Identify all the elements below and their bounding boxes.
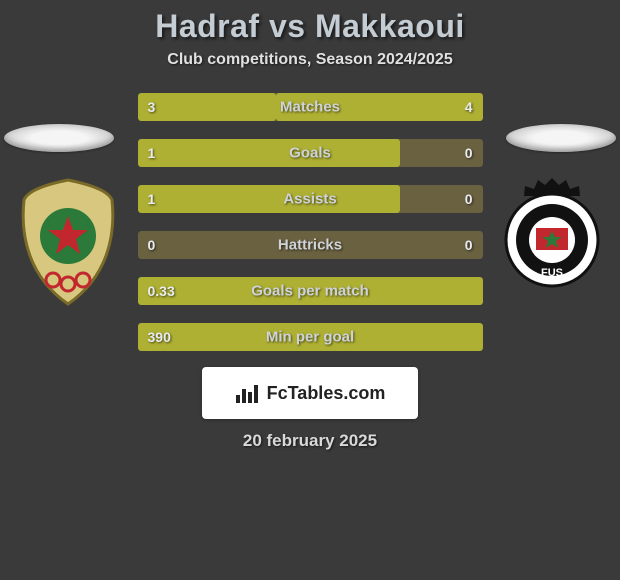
stat-label: Assists bbox=[283, 191, 336, 208]
stats-list: 3 4 Matches 1 0 Goals 1 0 Assists 0 0 Hattricks 0.33… bbox=[138, 93, 483, 351]
branding-badge[interactable]: FcTables.com bbox=[202, 367, 418, 419]
stat-value-left: 3 bbox=[148, 99, 156, 115]
stat-label: Matches bbox=[280, 99, 340, 116]
footer-date: 20 february 2025 bbox=[243, 431, 377, 451]
stat-value-left: 0 bbox=[148, 237, 156, 253]
player-left-oval bbox=[4, 124, 114, 152]
page-title: Hadraf vs Makkaoui bbox=[155, 8, 465, 45]
branding-text: FcTables.com bbox=[267, 383, 386, 404]
club-crest-left bbox=[18, 178, 118, 308]
player-right-oval bbox=[506, 124, 616, 152]
badge-icon: FUS bbox=[502, 178, 602, 288]
stat-bar-left bbox=[138, 139, 400, 167]
stat-value-left: 1 bbox=[148, 145, 156, 161]
page-subtitle: Club competitions, Season 2024/2025 bbox=[167, 51, 452, 69]
stat-value-left: 0.33 bbox=[148, 283, 175, 299]
stat-row: 0 0 Hattricks bbox=[138, 231, 483, 259]
stat-bar-left bbox=[138, 185, 400, 213]
stat-value-right: 0 bbox=[465, 191, 473, 207]
shield-icon bbox=[18, 178, 118, 308]
stat-row: 1 0 Assists bbox=[138, 185, 483, 213]
stat-label: Hattricks bbox=[278, 237, 342, 254]
stat-value-right: 0 bbox=[465, 237, 473, 253]
stat-label: Goals bbox=[289, 145, 331, 162]
stat-value-right: 4 bbox=[465, 99, 473, 115]
stat-row: 0.33 Goals per match bbox=[138, 277, 483, 305]
stat-value-right: 0 bbox=[465, 145, 473, 161]
comparison-card: Hadraf vs Makkaoui Club competitions, Se… bbox=[0, 0, 620, 580]
stat-row: 1 0 Goals bbox=[138, 139, 483, 167]
stat-bar-left bbox=[138, 93, 276, 121]
stat-label: Goals per match bbox=[251, 283, 369, 300]
svg-text:FUS: FUS bbox=[541, 267, 563, 279]
stat-value-left: 1 bbox=[148, 191, 156, 207]
stat-value-left: 390 bbox=[148, 329, 171, 345]
stat-row: 3 4 Matches bbox=[138, 93, 483, 121]
club-crest-right: FUS bbox=[502, 178, 602, 288]
stat-label: Min per goal bbox=[266, 329, 354, 346]
bars-icon bbox=[235, 383, 261, 403]
stat-row: 390 Min per goal bbox=[138, 323, 483, 351]
